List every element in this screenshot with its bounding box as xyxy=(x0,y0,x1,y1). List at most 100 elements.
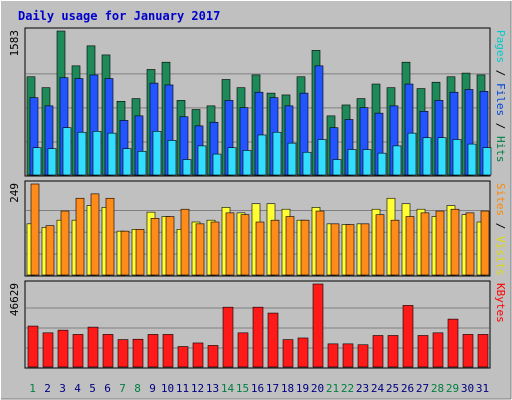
bar-sites-day-27 xyxy=(420,212,430,276)
bar-sites-day-4 xyxy=(75,197,85,276)
bar-pages-day-5 xyxy=(92,131,102,176)
x-tick-label-day-22: 22 xyxy=(341,382,354,395)
bar-pages-day-20 xyxy=(317,139,327,176)
x-tick-label-day-25: 25 xyxy=(386,382,399,395)
bar-kbytes-day-1 xyxy=(27,325,39,368)
bar-pages-day-14 xyxy=(227,147,237,176)
x-tick-label-day-11: 11 xyxy=(176,382,189,395)
x-tick-label-day-4: 4 xyxy=(74,382,81,395)
legend-entry: / xyxy=(494,63,507,83)
bar-pages-day-27 xyxy=(422,137,432,176)
bar-sites-day-2 xyxy=(45,225,55,276)
x-tick-label-day-20: 20 xyxy=(311,382,324,395)
x-tick-label-day-2: 2 xyxy=(44,382,51,395)
legend-entry: KBytes xyxy=(494,283,507,323)
bar-kbytes-day-27 xyxy=(417,335,429,368)
bar-sites-day-17 xyxy=(270,219,280,276)
bar-sites-day-15 xyxy=(240,214,250,276)
bar-kbytes-day-3 xyxy=(57,329,69,368)
x-tick-label-day-18: 18 xyxy=(281,382,294,395)
bar-kbytes-day-16 xyxy=(252,306,264,368)
x-tick-label-day-17: 17 xyxy=(266,382,279,395)
bar-kbytes-day-11 xyxy=(177,346,189,368)
bar-pages-day-17 xyxy=(272,131,282,176)
bar-kbytes-day-28 xyxy=(432,332,444,368)
bar-kbytes-day-31 xyxy=(477,334,489,368)
x-tick-label-day-23: 23 xyxy=(356,382,369,395)
bar-kbytes-day-22 xyxy=(342,343,354,368)
bar-kbytes-day-6 xyxy=(102,334,114,368)
x-tick-label-day-15: 15 xyxy=(236,382,249,395)
x-tick-label-day-13: 13 xyxy=(206,382,219,395)
bar-kbytes-day-24 xyxy=(372,335,384,368)
bar-kbytes-day-21 xyxy=(327,343,339,368)
bar-pages-day-13 xyxy=(212,153,222,176)
bar-sites-day-22 xyxy=(345,224,355,276)
x-tick-label-day-28: 28 xyxy=(431,382,444,395)
bar-pages-day-21 xyxy=(332,159,342,176)
legend-entry: Files xyxy=(494,83,507,116)
bar-kbytes-day-19 xyxy=(297,337,309,368)
x-tick-label-day-14: 14 xyxy=(221,382,235,395)
bar-kbytes-day-26 xyxy=(402,305,414,368)
bar-kbytes-day-23 xyxy=(357,344,369,368)
bar-kbytes-day-15 xyxy=(237,332,249,368)
x-tick-label-day-29: 29 xyxy=(446,382,459,395)
bar-pages-day-16 xyxy=(257,134,267,176)
x-tick-label-day-27: 27 xyxy=(416,382,429,395)
bar-pages-day-23 xyxy=(362,149,372,176)
y-max-label: 249 xyxy=(8,183,21,203)
bar-pages-day-9 xyxy=(152,131,162,176)
x-tick-label-day-1: 1 xyxy=(29,382,36,395)
bar-pages-day-22 xyxy=(347,149,357,176)
x-tick-label-day-16: 16 xyxy=(251,382,264,395)
bar-pages-day-30 xyxy=(467,143,477,176)
bar-kbytes-day-30 xyxy=(462,334,474,368)
legend-entry: / xyxy=(494,116,507,136)
x-tick-label-day-7: 7 xyxy=(119,382,126,395)
bar-sites-day-31 xyxy=(480,210,490,276)
bar-kbytes-day-14 xyxy=(222,306,234,368)
bar-pages-day-31 xyxy=(482,147,492,176)
bar-sites-day-20 xyxy=(315,210,325,276)
x-tick-label-day-5: 5 xyxy=(89,382,96,395)
x-tick-label-day-6: 6 xyxy=(104,382,111,395)
bar-pages-day-18 xyxy=(287,142,297,176)
bar-kbytes-day-9 xyxy=(147,334,159,368)
bar-sites-day-28 xyxy=(435,210,445,276)
bar-pages-day-12 xyxy=(197,145,207,176)
x-tick-label-day-31: 31 xyxy=(476,382,489,395)
bar-kbytes-day-17 xyxy=(267,312,279,368)
bar-pages-day-28 xyxy=(437,137,447,176)
bar-kbytes-day-7 xyxy=(117,339,129,368)
bar-pages-day-26 xyxy=(407,132,417,176)
bar-pages-day-8 xyxy=(137,151,147,176)
y-max-label: 46629 xyxy=(8,283,21,316)
bar-kbytes-day-8 xyxy=(132,338,144,368)
bar-kbytes-day-10 xyxy=(162,334,174,368)
x-tick-label-day-21: 21 xyxy=(326,382,339,395)
bar-pages-day-6 xyxy=(107,132,117,176)
bar-sites-day-6 xyxy=(105,197,115,276)
x-tick-label-day-24: 24 xyxy=(371,382,385,395)
bar-sites-day-16 xyxy=(255,221,265,276)
legend-entry: Visits xyxy=(494,236,507,276)
x-tick-label-day-8: 8 xyxy=(134,382,141,395)
x-tick-label-day-30: 30 xyxy=(461,382,474,395)
bar-sites-day-21 xyxy=(330,223,340,276)
bar-pages-day-29 xyxy=(452,139,462,176)
panel-kbytes: 46629 KBytes xyxy=(8,280,507,369)
panel-sites-visits: 249 Sites / Visits xyxy=(8,180,507,277)
x-tick-label-day-26: 26 xyxy=(401,382,414,395)
bar-pages-day-24 xyxy=(377,152,387,176)
y-max-label: 1583 xyxy=(8,30,21,57)
bar-sites-day-18 xyxy=(285,216,295,276)
bar-pages-day-3 xyxy=(62,127,72,176)
panel-traffic: 1583 Pages / Files / Hits xyxy=(8,27,507,177)
bar-sites-day-19 xyxy=(300,219,310,276)
bar-pages-day-15 xyxy=(242,150,252,176)
bar-pages-day-19 xyxy=(302,151,312,176)
bar-sites-day-23 xyxy=(360,223,370,276)
legend-entry: Sites xyxy=(494,183,507,216)
